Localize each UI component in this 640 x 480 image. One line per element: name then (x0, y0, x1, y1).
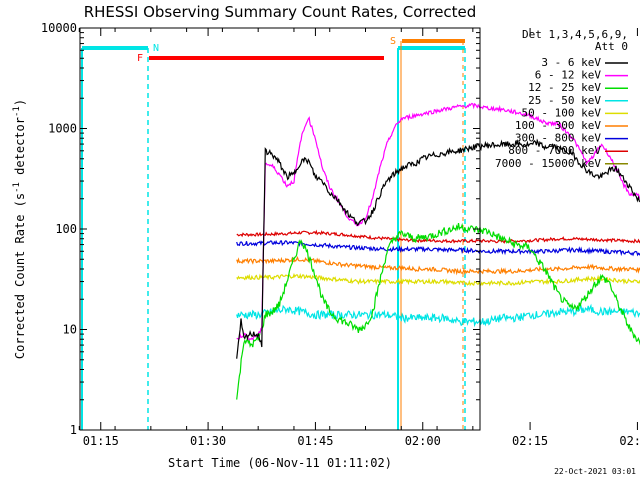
x-tick-label: 01:15 (83, 434, 119, 448)
series-line-300-800keV (236, 240, 640, 257)
night-flag-label: N (153, 43, 159, 54)
series-line-3-6keV (236, 138, 640, 359)
y-tick-label: 10 (63, 323, 77, 337)
series-line-12-25keV (236, 222, 640, 400)
x-tick-label: 01:30 (190, 434, 226, 448)
legend-entry-label: 300 - 800 keV (515, 132, 601, 145)
y-axis-label-tail: detector (13, 117, 27, 182)
y-axis-label-main: Corrected Count Rate (s (13, 193, 27, 359)
series-line-800-7000keV (236, 229, 640, 244)
generated-timestamp: 22-Oct-2021 03:01 (554, 467, 636, 476)
x-tick-label: 01:45 (297, 434, 333, 448)
plot-area (80, 28, 480, 430)
flare-flag-label: F (137, 53, 143, 64)
series-layer (236, 102, 640, 400)
legend-entry-label: 12 - 25 keV (528, 81, 601, 94)
x-tick-label: 02:30 (619, 434, 640, 448)
y-tick-label: 100 (55, 222, 77, 236)
x-tick-label: 02:15 (512, 434, 548, 448)
legend-entry-label: 3 - 6 keV (541, 56, 601, 69)
series-line-50-100keV (236, 272, 640, 287)
legend-entry-label: 25 - 50 keV (528, 94, 601, 107)
legend-entry-label: 100 - 300 keV (515, 119, 601, 132)
legend-entry-label: 800 - 7000 keV (508, 144, 601, 157)
x-tick-label: 02:00 (405, 434, 441, 448)
y-tick-label: 10000 (41, 21, 77, 35)
saa-flag-label: S (390, 36, 396, 47)
x-axis-label: Start Time (06-Nov-11 01:11:02) (168, 456, 392, 470)
series-line-6-12keV (236, 102, 640, 341)
legend-header-line-2: Att 0 (595, 40, 628, 53)
y-tick-label: 1 (70, 423, 77, 437)
legend-entry-label: 6 - 12 keV (535, 69, 602, 82)
legend-entry-label: 50 - 100 keV (522, 106, 602, 119)
series-line-100-300keV (236, 256, 640, 276)
legend-entry-label: 7000 - 15000 keV (495, 157, 601, 170)
legend-header-line-1: Det 1,3,4,5,6,9, (522, 28, 628, 41)
y-axis-label-sup: -1 (12, 182, 22, 193)
series-line-25-50keV (236, 303, 640, 328)
y-tick-label: 1000 (48, 122, 77, 136)
y-axis-label: Corrected Count Rate (s-1 detector-1) (12, 99, 27, 359)
y-axis-label-end: ) (13, 99, 27, 106)
chart-title: RHESSI Observing Summary Count Rates, Co… (84, 3, 477, 21)
y-axis: 1 10 100 1000 10000 (41, 21, 480, 437)
y-axis-label-sup-2: -1 (12, 106, 22, 117)
